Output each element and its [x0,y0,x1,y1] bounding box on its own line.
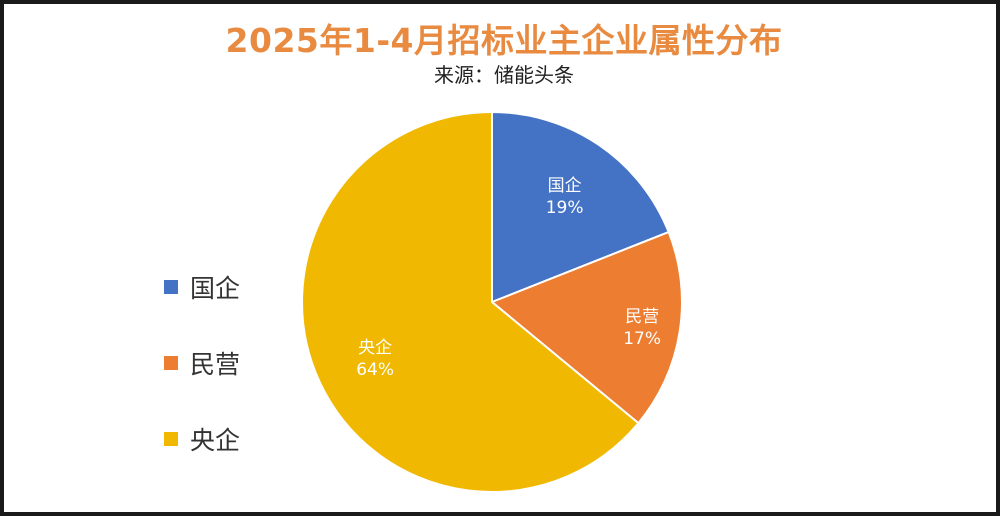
legend-item-guoqi: 国企 [164,268,240,306]
pie-chart: 国企 19% 民营 17% 央企 64% [301,110,683,493]
chart-title: 2025年1-4月招标业主企业属性分布 [225,21,783,60]
pie-slice-minying [490,230,683,425]
pie-slice-guoqi [491,110,670,304]
legend-swatch-guoqi [164,280,178,294]
legend-label-minying: 民营 [190,350,241,379]
legend: 国企 民营 央企 [164,268,240,496]
legend-item-yangqi: 央企 [164,420,240,458]
legend-swatch-yangqi [164,432,178,446]
slice-label-minying: 民营 17% [623,307,661,349]
legend-swatch-minying [164,356,178,370]
legend-label-guoqi: 国企 [190,274,241,303]
chart-subtitle: 来源：储能头条 [434,63,574,87]
pie-slice-yangqi [301,110,640,493]
legend-item-minying: 民营 [164,344,240,382]
slice-label-yangqi: 央企 64% [356,338,394,380]
legend-label-yangqi: 央企 [190,426,241,455]
slice-label-guoqi: 国企 19% [546,176,584,218]
